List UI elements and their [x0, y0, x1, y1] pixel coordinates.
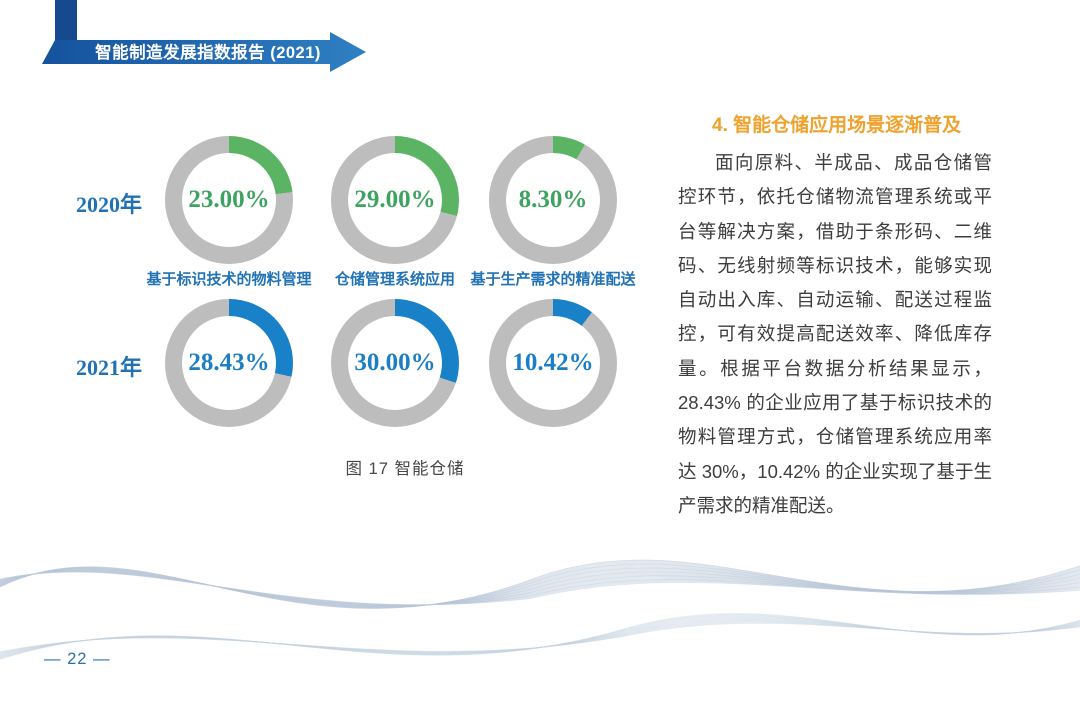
donut-value: 10.42%	[512, 349, 594, 376]
category-label-precise-delivery: 基于生产需求的精准配送	[470, 271, 636, 288]
donut-2020-material-management: 23.00%	[165, 136, 293, 264]
donut-2020-wms-application: 29.00%	[331, 136, 459, 264]
donut-value: 28.43%	[188, 349, 270, 376]
figure-caption: 图 17 智能仓储	[345, 460, 465, 478]
ribbon-vertical-tab	[55, 0, 77, 42]
row-label-2021: 2021年	[76, 355, 143, 380]
report-title: 智能制造发展指数报告 (2021)	[95, 44, 321, 62]
donut-value: 23.00%	[188, 186, 270, 213]
donut-2021-wms-application: 30.00%	[331, 299, 459, 427]
article-body: 面向原料、半成品、成品仓储管控环节，依托仓储物流管理系统或平台等解决方案，借助于…	[678, 152, 992, 516]
donut-value: 8.30%	[518, 186, 588, 213]
header-ribbon-graphic	[42, 0, 366, 72]
donut-2021-material-management: 28.43%	[165, 299, 293, 427]
article-heading: 4. 智能仓储应用场景逐渐普及	[712, 115, 962, 136]
donut-2020-precise-delivery: 8.30%	[489, 136, 617, 264]
row-label-2020: 2020年	[76, 192, 143, 217]
donut-value: 29.00%	[354, 186, 436, 213]
page-number: — 22 —	[44, 650, 111, 668]
donut-2021-precise-delivery: 10.42%	[489, 299, 617, 427]
article-section-4: 4. 智能仓储应用场景逐渐普及 面向原料、半成品、成品仓储管控环节，依托仓储物流…	[678, 110, 992, 523]
donut-value: 30.00%	[354, 349, 436, 376]
category-label-wms-application: 仓储管理系统应用	[334, 271, 455, 288]
category-label-material-management: 基于标识技术的物料管理	[146, 271, 312, 288]
ribbon-arrow-banner	[42, 32, 366, 72]
